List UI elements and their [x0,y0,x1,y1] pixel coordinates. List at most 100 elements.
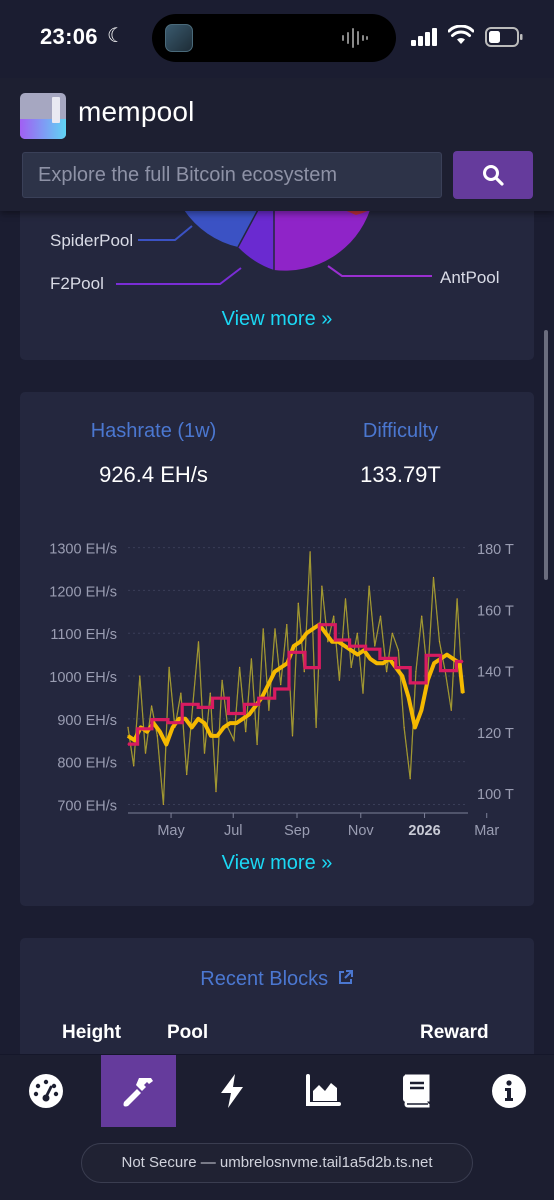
nav-graphs[interactable] [285,1055,360,1127]
hashrate-point [127,735,129,737]
hashrate-point [420,709,422,711]
external-link-icon[interactable] [337,969,354,986]
view-more-pools-link[interactable]: View more » [221,308,333,330]
browser-url-bar[interactable]: Not Secure — umbrelosnvme.tail1a5d2b.ts.… [81,1143,473,1183]
difficulty-point [197,703,199,705]
hashrate-point [133,739,135,741]
nav-mining[interactable] [101,1055,176,1127]
difficulty-point [243,712,245,715]
hashrate-point [267,684,269,686]
nav-dashboard[interactable] [8,1055,83,1127]
hashrate-point [256,743,258,746]
area-chart-icon [305,1074,341,1106]
pool-label-f2pool[interactable]: F2Pool [50,274,104,293]
hashrate-point [350,666,352,668]
nav-docs[interactable] [378,1055,453,1127]
hashrate-point [415,671,417,673]
hashrate-value: 926.4 EH/s [99,462,208,487]
y-left-tick-label: 1100 EH/s [50,627,117,643]
hashrate-point [356,632,358,634]
info-icon [491,1074,526,1108]
difficulty-point [167,722,169,724]
hashrate-point [191,726,193,728]
difficulty-point [151,728,153,730]
hashrate-point [172,726,174,728]
hashrate-point [409,778,411,780]
hashrate-point [421,615,423,617]
bottom-navigation: Not Secure — umbrelosnvme.tail1a5d2b.ts.… [0,1054,554,1200]
recent-blocks-title-text[interactable]: Recent Blocks [200,968,329,990]
difficulty-point [395,657,397,659]
hashrate-point [382,662,384,664]
difficulty-point [304,651,306,653]
hashrate-point [374,645,376,647]
page-scrollbar[interactable] [544,330,548,580]
difficulty-point [211,697,214,699]
label-line-antpool [327,265,432,277]
hashrate-point [403,726,405,728]
difficulty-point [349,645,351,647]
hashrate-point [146,731,148,733]
search-button[interactable] [453,151,533,199]
hashrate-point [391,632,393,634]
hashrate-point [268,709,270,711]
hashrate-point [233,739,235,741]
difficulty-point [395,667,397,669]
audio-wave-icon [342,28,368,48]
nav-lightning[interactable] [194,1055,269,1127]
gauge-icon [28,1074,63,1108]
hashrate-point [178,718,180,720]
hashrate-point [333,615,335,617]
app-thumbnail-icon[interactable] [165,24,193,52]
hashrate-point [386,671,388,673]
difficulty-point [365,645,367,647]
hashrate-point [184,718,186,720]
book-icon [402,1074,429,1108]
hashrate-difficulty-chart[interactable]: 1300 EH/s 1200 EH/s 1100 EH/s 1000 EH/s 900 … [20,532,534,862]
view-more-hashrate-link[interactable]: View more » [221,852,333,874]
nav-about[interactable] [471,1055,546,1127]
hashrate-point [450,709,452,711]
difficulty-point [439,670,442,672]
hashrate-point [215,791,217,793]
hashrate-point [379,615,382,617]
hashrate-point [401,675,403,677]
brand-name[interactable]: mempool [78,96,195,127]
y-left-tick-label: 700 EH/s [57,798,117,814]
recent-blocks-title[interactable]: Recent Blocks [20,968,534,991]
hashrate-point [433,662,435,664]
hashrate-point [248,713,250,716]
difficulty-point [258,697,260,699]
difficulty-point [425,682,427,684]
hashrate-point [245,731,247,733]
hashrate-point [362,692,364,694]
hashrate-point [250,658,252,660]
hashrate-point [293,645,295,647]
hashrate-point [432,576,435,579]
difficulty-point [455,660,457,663]
hashrate-point [274,628,276,630]
hashrate-point [338,679,340,681]
y-right-tick-label: 100 T [477,787,514,803]
difficulty-point [304,667,306,669]
hashrate-point [327,641,329,643]
hashrate-point [446,654,448,656]
hashrate-point [299,641,301,643]
mempool-logo[interactable] [20,93,66,139]
difficulty-point [334,624,336,626]
hashrate-point [452,658,454,660]
dynamic-island[interactable] [152,14,396,62]
hashrate-point [344,598,347,600]
cellular-signal-icon [411,28,437,46]
battery-icon [485,27,523,47]
hashrate-point [221,679,223,681]
search-input[interactable] [22,152,442,198]
column-header-pool: Pool [167,1022,209,1043]
pool-label-spiderpool[interactable]: SpiderPool [50,231,134,250]
difficulty-point [211,706,214,708]
hashrate-point [306,632,308,634]
hashrate-point [280,666,282,668]
hashrate-point [133,765,135,767]
pool-label-antpool[interactable]: AntPool [440,268,500,287]
hashrate-point [286,624,288,626]
